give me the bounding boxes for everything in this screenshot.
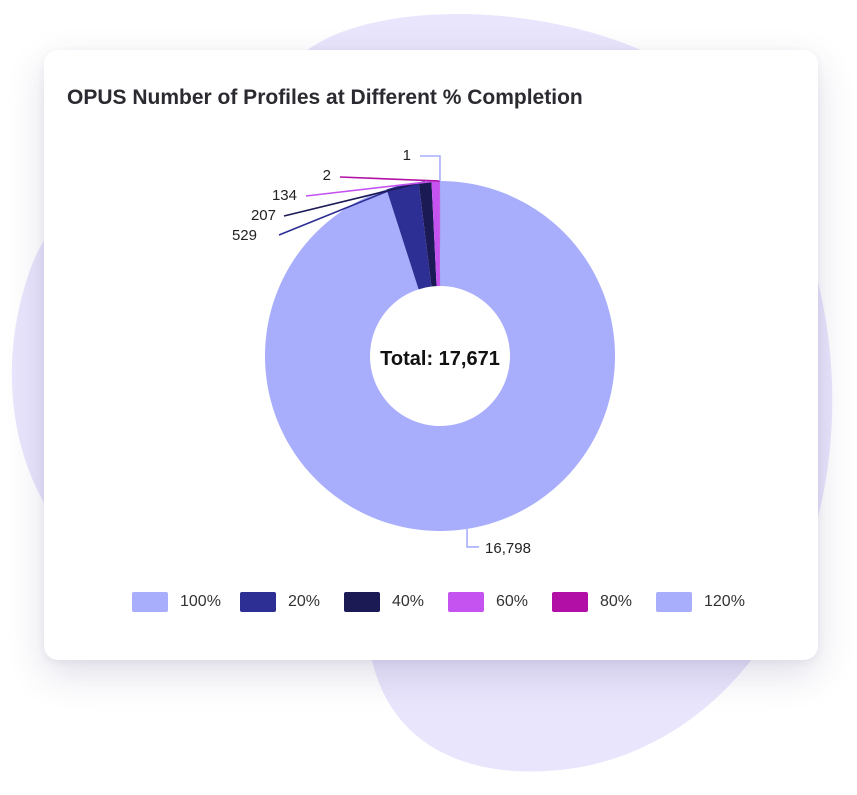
legend-swatch <box>656 592 692 612</box>
legend-label: 60% <box>496 593 529 610</box>
leader-line-40pct <box>283 180 426 217</box>
donut-chart: Total: 17,671 16,798 529 207 134 2 1 <box>232 147 615 557</box>
data-label-40pct: 207 <box>251 207 276 224</box>
data-label-80pct: 2 <box>323 167 331 184</box>
legend-swatch <box>240 592 276 612</box>
data-label-60pct: 134 <box>272 187 297 204</box>
slice-60pct <box>431 181 440 287</box>
leader-line-20pct <box>278 184 403 236</box>
legend-label: 120% <box>704 593 745 610</box>
data-label-20pct: 529 <box>232 227 257 244</box>
legend-swatch <box>344 592 380 612</box>
legend-swatch <box>552 592 588 612</box>
chart-card: OPUS Number of Profiles at Different % C… <box>44 50 818 660</box>
leader-line-100pct <box>466 528 480 548</box>
total-label: Total: 17,671 <box>380 348 500 370</box>
slice-100pct <box>265 181 615 531</box>
leader-line-60pct <box>305 180 436 197</box>
slice-40pct <box>418 181 437 287</box>
legend-label: 20% <box>288 593 321 610</box>
chart-title: OPUS Number of Profiles at Different % C… <box>67 86 583 109</box>
legend-swatch <box>448 592 484 612</box>
data-label-100pct: 16,798 <box>485 540 531 557</box>
slice-20pct <box>386 182 432 290</box>
legend-swatch <box>132 592 168 612</box>
legend-label: 80% <box>600 593 633 610</box>
legend-label: 40% <box>392 593 425 610</box>
slice-120pct <box>439 181 441 287</box>
data-label-120pct: 1 <box>403 147 411 164</box>
leader-line-80pct <box>339 176 440 182</box>
leader-line-120pct <box>420 155 441 181</box>
chart-legend: 100% 20% 40% 60% 80% 120% <box>44 590 818 614</box>
legend-label: 100% <box>180 593 221 610</box>
